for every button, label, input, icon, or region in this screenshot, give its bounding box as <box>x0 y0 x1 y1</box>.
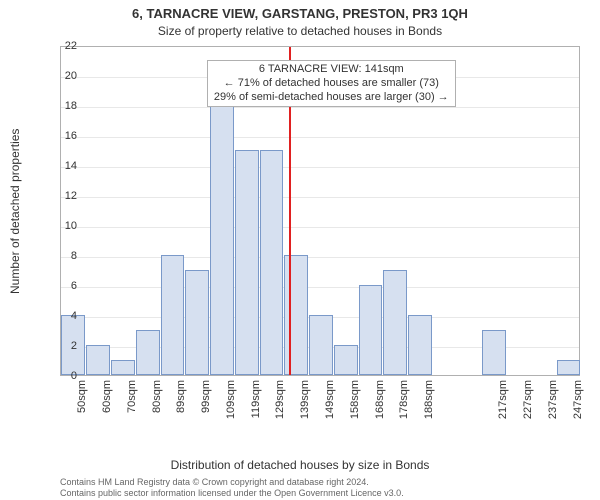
x-tick-label: 139sqm <box>299 380 311 419</box>
x-tick-label: 119sqm <box>250 380 262 418</box>
x-tick-label: 227sqm <box>522 380 534 419</box>
x-tick-label: 60sqm <box>101 380 113 413</box>
x-tick-label: 89sqm <box>175 380 187 413</box>
gridline <box>61 137 579 138</box>
y-tick-label: 20 <box>47 70 77 82</box>
x-tick-label: 99sqm <box>200 380 212 413</box>
plot-area: 6 TARNACRE VIEW: 141sqm← 71% of detached… <box>60 46 580 376</box>
x-tick-label: 109sqm <box>225 380 237 419</box>
y-tick-label: 14 <box>47 160 77 172</box>
gridline <box>61 287 579 288</box>
y-tick-label: 0 <box>47 370 77 382</box>
histogram-bar <box>235 150 259 375</box>
x-axis-label: Distribution of detached houses by size … <box>0 458 600 472</box>
y-tick-label: 6 <box>47 280 77 292</box>
annotation-box: 6 TARNACRE VIEW: 141sqm← 71% of detached… <box>207 60 456 107</box>
x-tick-label: 168sqm <box>374 380 386 419</box>
histogram-bar <box>284 255 308 375</box>
histogram-bar <box>334 345 358 375</box>
attribution-footer: Contains HM Land Registry data © Crown c… <box>60 477 580 498</box>
x-tick-label: 129sqm <box>274 380 286 419</box>
y-tick-label: 18 <box>47 100 77 112</box>
histogram-bar <box>408 315 432 375</box>
histogram-bar <box>86 345 110 375</box>
chart-title-main: 6, TARNACRE VIEW, GARSTANG, PRESTON, PR3… <box>0 6 600 21</box>
histogram-bar <box>309 315 333 375</box>
histogram-bar <box>136 330 160 375</box>
x-tick-label: 80sqm <box>151 380 163 413</box>
chart-title-sub: Size of property relative to detached ho… <box>0 24 600 38</box>
annotation-line-1: 6 TARNACRE VIEW: 141sqm <box>214 63 449 77</box>
histogram-bar <box>185 270 209 375</box>
x-tick-label: 217sqm <box>497 380 509 419</box>
y-tick-label: 2 <box>47 340 77 352</box>
y-tick-label: 22 <box>47 40 77 52</box>
footer-line-1: Contains HM Land Registry data © Crown c… <box>60 477 580 487</box>
gridline <box>61 257 579 258</box>
histogram-bar <box>111 360 135 375</box>
histogram-bar <box>359 285 383 375</box>
x-tick-label: 158sqm <box>349 380 361 419</box>
gridline <box>61 197 579 198</box>
annotation-line-2: ← 71% of detached houses are smaller (73… <box>214 77 449 91</box>
x-tick-label: 237sqm <box>547 380 559 419</box>
histogram-bar <box>482 330 506 375</box>
y-axis-label: Number of detached properties <box>8 128 22 293</box>
y-tick-label: 12 <box>47 190 77 202</box>
x-tick-label: 70sqm <box>126 380 138 413</box>
x-tick-label: 188sqm <box>423 380 435 419</box>
y-tick-label: 10 <box>47 220 77 232</box>
annotation-line-3: 29% of semi-detached houses are larger (… <box>214 91 449 105</box>
histogram-bar <box>557 360 581 375</box>
y-tick-label: 8 <box>47 250 77 262</box>
gridline <box>61 167 579 168</box>
histogram-bar <box>210 105 234 375</box>
x-tick-label: 178sqm <box>398 380 410 419</box>
histogram-bar <box>383 270 407 375</box>
histogram-bar <box>260 150 284 375</box>
x-tick-label: 149sqm <box>324 380 336 419</box>
x-tick-label: 247sqm <box>572 380 584 419</box>
x-tick-label: 50sqm <box>76 380 88 413</box>
gridline <box>61 227 579 228</box>
y-tick-label: 16 <box>47 130 77 142</box>
y-tick-label: 4 <box>47 310 77 322</box>
footer-line-2: Contains public sector information licen… <box>60 488 580 498</box>
histogram-bar <box>161 255 185 375</box>
